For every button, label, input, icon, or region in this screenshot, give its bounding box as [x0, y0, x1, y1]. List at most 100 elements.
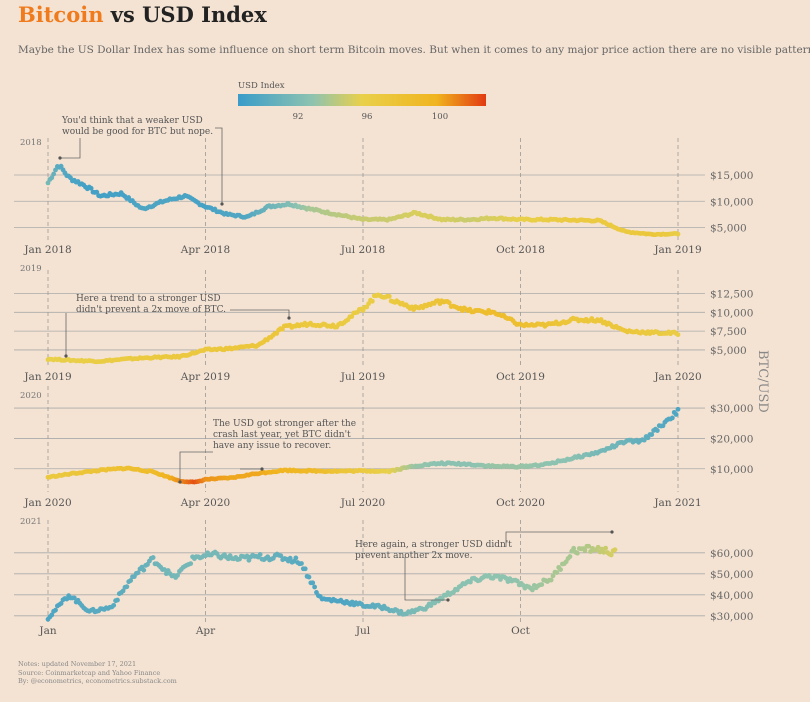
data-point [120, 588, 126, 594]
x-tick-label: Jan 2020 [23, 497, 71, 509]
data-point [575, 550, 580, 556]
data-point [366, 301, 372, 307]
data-point [675, 332, 681, 338]
y-tick-label: $10,000 [710, 196, 753, 208]
annotation-marker [64, 354, 68, 358]
data-point [188, 561, 194, 567]
annotation-line [230, 309, 290, 318]
x-tick-label: Apr [195, 625, 216, 637]
y-tick-label: $40,000 [710, 590, 753, 602]
y-tick-label: $5,000 [710, 223, 747, 235]
data-point [571, 545, 577, 551]
data-point [306, 574, 312, 580]
data-point [124, 584, 130, 590]
data-point [310, 580, 316, 586]
data-point [654, 428, 660, 433]
annotation-text: crash last year, yet BTC didn't [213, 430, 351, 440]
title-bitcoin: Bitcoin [18, 2, 104, 27]
data-point [135, 570, 141, 576]
annotation-line [404, 557, 448, 601]
year-label: 2020 [20, 391, 42, 401]
annotation-marker [260, 467, 264, 471]
data-point [299, 561, 304, 566]
annotation-marker [610, 530, 614, 534]
legend-tick-96: 96 [362, 112, 373, 122]
data-point [601, 549, 607, 555]
x-tick-label: Jul [355, 625, 371, 637]
data-point [150, 555, 156, 560]
panel-2019: 2019 $5,000 $7,500 $10,000 $12,500 Jan 2019 Ap… [14, 264, 753, 383]
data-point [514, 578, 520, 584]
data-point [128, 578, 134, 583]
annotation-text: You'd think that a weaker USD [61, 116, 203, 126]
y-tick-label: $10,000 [710, 307, 753, 319]
data-point [428, 603, 434, 608]
data-point [58, 601, 64, 606]
data-point [539, 582, 545, 587]
x-tick-label: Jul 2020 [340, 497, 385, 509]
x-tick-label: Oct [511, 625, 530, 637]
data-point [612, 547, 618, 553]
x-tick-label: Jan 2019 [23, 371, 71, 383]
data-point [278, 553, 284, 559]
data-point [675, 406, 681, 412]
data-point [115, 597, 120, 603]
data-point [673, 412, 679, 417]
data-point [58, 163, 64, 169]
x-tick-label: Oct 2018 [496, 244, 545, 256]
data-point [88, 185, 94, 191]
data-point [669, 415, 675, 421]
annotation-text: have any issue to recover. [213, 441, 331, 451]
data-point [175, 572, 180, 578]
data-point [468, 579, 473, 585]
year-label: 2019 [20, 264, 42, 274]
x-tick-label: Jan [38, 625, 56, 637]
note-updated: Notes: updated November 17, 2021 [18, 660, 137, 668]
data-point [49, 175, 55, 181]
annotation-line [60, 138, 81, 159]
data-point [287, 555, 293, 561]
data-point [349, 314, 355, 319]
y-tick-label: $15,000 [710, 170, 753, 182]
data-point [51, 171, 57, 177]
note-author: By: @econometrics, econometrics.substack… [18, 677, 177, 685]
x-tick-label: Jan 2019 [653, 244, 701, 256]
data-point [660, 423, 666, 429]
data-point [446, 300, 452, 306]
annotation-text: Here again, a stronger USD didn't [355, 540, 512, 550]
panel-2018: 2018 $5,000 $10,000 $15,000 Jan 2018 Apr 2018… [14, 116, 753, 256]
notes: Notes: updated November 17, 2021 Source:… [18, 660, 177, 686]
data-point [529, 587, 535, 593]
data-point [675, 231, 681, 237]
annotation-text: would be good for BTC but nope. [62, 127, 213, 137]
data-point [608, 552, 614, 558]
annotation-text: didn't prevent a 2x move of BTC. [76, 305, 226, 315]
annotation-marker [446, 598, 450, 602]
data-point [550, 573, 556, 579]
annotation-line [505, 531, 612, 547]
annotation-text: Here a trend to a stronger USD [76, 294, 221, 304]
x-tick-label: Jul 2019 [340, 371, 385, 383]
x-tick-label: Apr 2018 [180, 244, 230, 256]
x-tick-label: Apr 2019 [180, 371, 230, 383]
y-tick-label: $50,000 [710, 569, 753, 581]
data-point [53, 607, 58, 613]
y-tick-label: $5,000 [710, 345, 747, 357]
data-point [554, 570, 560, 575]
note-source: Source: Coinmarketcap and Yahoo Finance [18, 668, 161, 677]
legend-colorbar [238, 94, 486, 106]
y-tick-label: $60,000 [710, 548, 753, 560]
data-point [369, 298, 375, 304]
x-tick-label: Jan 2020 [653, 371, 701, 383]
data-point [293, 555, 299, 561]
data-point [595, 544, 601, 550]
data-point [582, 548, 588, 553]
x-tick-label: Jan 2021 [653, 497, 701, 509]
data-point [567, 554, 573, 559]
data-point [586, 543, 592, 549]
data-point [257, 552, 263, 557]
y-tick-label: $10,000 [710, 464, 753, 476]
data-point [302, 566, 308, 572]
y-tick-label: $30,000 [710, 403, 753, 415]
